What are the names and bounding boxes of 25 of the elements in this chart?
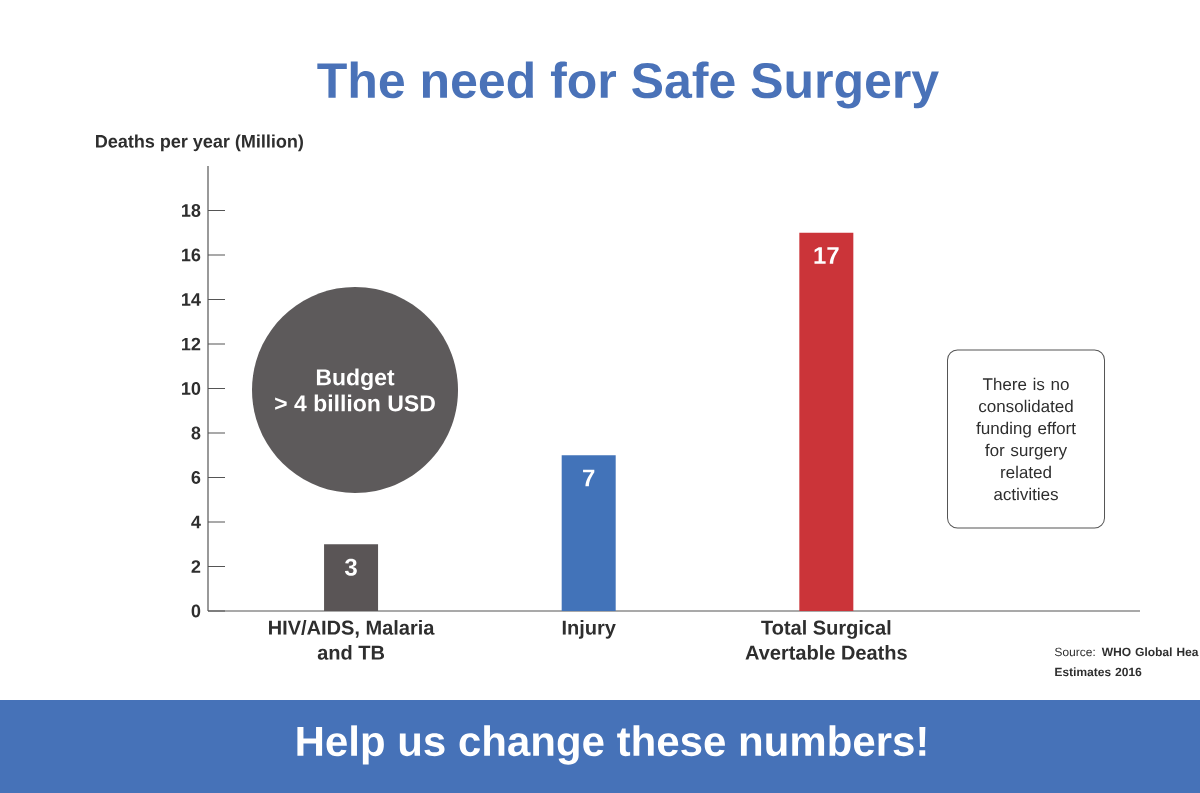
y-tick-label: 10 bbox=[182, 382, 201, 395]
data-label: 7 bbox=[583, 469, 595, 487]
data-label: 17 bbox=[814, 247, 839, 264]
annotation: Budget bbox=[316, 368, 395, 391]
y-tick-label: 18 bbox=[182, 204, 201, 217]
x-tick-label: Total Surgical Avertable Deaths bbox=[745, 620, 907, 660]
y-tick-label: 2 bbox=[191, 560, 201, 573]
y-tick-label: 6 bbox=[191, 471, 201, 484]
annotation: > 4 billion USD bbox=[275, 394, 435, 412]
data-label: 3 bbox=[344, 558, 357, 576]
x-tick-label: HIV/AIDS, Malaria and TB bbox=[269, 620, 435, 660]
bar bbox=[561, 455, 616, 611]
y-tick-label: 16 bbox=[182, 248, 201, 262]
y-axis-title: Deaths per year (Million) bbox=[96, 134, 303, 152]
chart-title: The need for Safe Surgery bbox=[317, 61, 939, 109]
y-tick-label: 12 bbox=[182, 337, 201, 351]
y-tick-label: 0 bbox=[191, 604, 201, 618]
bar bbox=[799, 232, 854, 611]
y-tick-label: 8 bbox=[191, 426, 201, 440]
annotation: There is no consolidated funding effort for surgery related activities bbox=[976, 377, 1076, 501]
y-tick-label: 14 bbox=[182, 293, 201, 306]
y-tick-label: 4 bbox=[191, 515, 201, 529]
source-note: Source: WHO Global Hea Estimates 2016 bbox=[1054, 647, 1199, 677]
x-tick-label: Injury bbox=[562, 620, 616, 639]
text: Help us change these numbers! bbox=[297, 725, 926, 765]
